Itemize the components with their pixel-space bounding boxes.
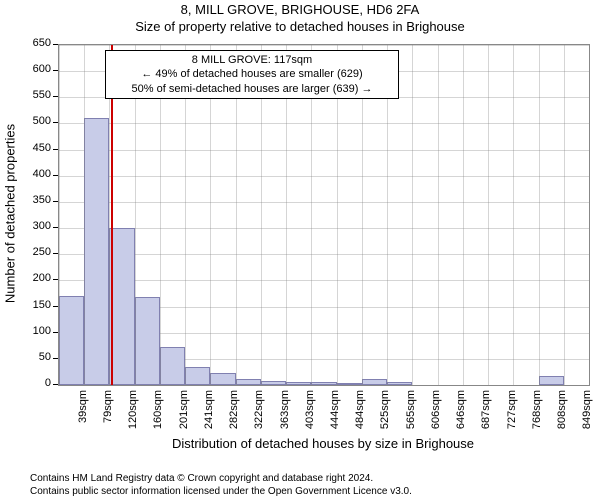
chart-subtitle: Size of property relative to detached ho… bbox=[0, 19, 600, 34]
histogram-bar bbox=[185, 367, 210, 385]
histogram-bar bbox=[109, 228, 134, 385]
x-tick-label: 484sqm bbox=[354, 390, 366, 440]
gridline bbox=[59, 280, 589, 281]
x-tick-label: 160sqm bbox=[152, 390, 164, 440]
histogram-bar bbox=[311, 382, 336, 385]
annotation-line2: ← 49% of detached houses are smaller (62… bbox=[112, 67, 392, 81]
x-tick-label: 849sqm bbox=[581, 390, 593, 440]
x-tick-label: 39sqm bbox=[77, 390, 89, 440]
gridline-v bbox=[59, 45, 60, 385]
footer-line2: Contains public sector information licen… bbox=[30, 485, 412, 498]
x-tick-label: 606sqm bbox=[430, 390, 442, 440]
y-tick-label: 150 bbox=[23, 299, 51, 311]
x-tick-label: 646sqm bbox=[455, 390, 467, 440]
gridline bbox=[59, 202, 589, 203]
gridline bbox=[59, 150, 589, 151]
y-tick-label: 450 bbox=[23, 142, 51, 154]
footer-text: Contains HM Land Registry data © Crown c… bbox=[30, 472, 412, 498]
y-tick bbox=[53, 279, 58, 280]
y-tick bbox=[53, 201, 58, 202]
gridline-v bbox=[463, 45, 464, 385]
histogram-bar bbox=[84, 118, 109, 385]
y-tick bbox=[53, 175, 58, 176]
histogram-bar bbox=[337, 383, 362, 385]
y-tick bbox=[53, 149, 58, 150]
gridline bbox=[59, 45, 589, 46]
histogram-bar bbox=[160, 347, 185, 385]
footer-line1: Contains HM Land Registry data © Crown c… bbox=[30, 472, 412, 485]
gridline bbox=[59, 254, 589, 255]
histogram-bar bbox=[362, 379, 387, 385]
gridline-v bbox=[564, 45, 565, 385]
x-tick-label: 201sqm bbox=[178, 390, 190, 440]
y-tick bbox=[53, 227, 58, 228]
histogram-chart: 8, MILL GROVE, BRIGHOUSE, HD6 2FA Size o… bbox=[0, 2, 600, 502]
y-tick bbox=[53, 306, 58, 307]
y-tick-label: 600 bbox=[23, 63, 51, 75]
chart-title: 8, MILL GROVE, BRIGHOUSE, HD6 2FA bbox=[0, 2, 600, 17]
annotation-line1: 8 MILL GROVE: 117sqm bbox=[112, 53, 392, 67]
gridline-v bbox=[539, 45, 540, 385]
histogram-bar bbox=[135, 297, 160, 385]
y-tick-label: 0 bbox=[23, 377, 51, 389]
x-tick-label: 768sqm bbox=[531, 390, 543, 440]
x-tick-label: 120sqm bbox=[127, 390, 139, 440]
x-tick-label: 403sqm bbox=[304, 390, 316, 440]
y-tick-label: 650 bbox=[23, 37, 51, 49]
y-tick-label: 350 bbox=[23, 194, 51, 206]
x-tick-label: 363sqm bbox=[279, 390, 291, 440]
y-tick-label: 550 bbox=[23, 89, 51, 101]
x-tick-label: 444sqm bbox=[329, 390, 341, 440]
histogram-bar bbox=[261, 381, 286, 385]
x-tick-label: 565sqm bbox=[405, 390, 417, 440]
x-tick-label: 322sqm bbox=[253, 390, 265, 440]
gridline bbox=[59, 228, 589, 229]
histogram-bar bbox=[236, 379, 261, 385]
histogram-bar bbox=[210, 373, 235, 385]
histogram-bar bbox=[387, 382, 412, 385]
gridline bbox=[59, 123, 589, 124]
gridline bbox=[59, 176, 589, 177]
y-tick-label: 250 bbox=[23, 246, 51, 258]
y-tick bbox=[53, 358, 58, 359]
gridline-v bbox=[513, 45, 514, 385]
histogram-bar bbox=[286, 382, 311, 385]
histogram-bar bbox=[59, 296, 84, 385]
x-tick-label: 808sqm bbox=[556, 390, 568, 440]
y-tick bbox=[53, 44, 58, 45]
y-tick bbox=[53, 96, 58, 97]
x-tick-label: 727sqm bbox=[506, 390, 518, 440]
y-tick-label: 300 bbox=[23, 220, 51, 232]
histogram-bar bbox=[539, 376, 564, 385]
annotation-box: 8 MILL GROVE: 117sqm ← 49% of detached h… bbox=[105, 50, 399, 99]
gridline-v bbox=[84, 45, 85, 385]
y-tick bbox=[53, 70, 58, 71]
y-tick-label: 200 bbox=[23, 272, 51, 284]
y-tick bbox=[53, 253, 58, 254]
gridline-v bbox=[412, 45, 413, 385]
annotation-line3: 50% of semi-detached houses are larger (… bbox=[112, 82, 392, 96]
x-tick-label: 79sqm bbox=[102, 390, 114, 440]
x-tick-label: 525sqm bbox=[379, 390, 391, 440]
y-tick-label: 500 bbox=[23, 115, 51, 127]
gridline bbox=[59, 385, 589, 386]
gridline-v bbox=[438, 45, 439, 385]
y-tick-label: 100 bbox=[23, 325, 51, 337]
x-tick-label: 687sqm bbox=[480, 390, 492, 440]
y-tick-label: 400 bbox=[23, 168, 51, 180]
y-tick bbox=[53, 384, 58, 385]
y-tick bbox=[53, 332, 58, 333]
gridline-v bbox=[488, 45, 489, 385]
x-tick-label: 282sqm bbox=[228, 390, 240, 440]
y-tick-label: 50 bbox=[23, 351, 51, 363]
y-tick bbox=[53, 122, 58, 123]
y-axis-label: Number of detached properties bbox=[3, 114, 18, 314]
x-tick-label: 241sqm bbox=[203, 390, 215, 440]
